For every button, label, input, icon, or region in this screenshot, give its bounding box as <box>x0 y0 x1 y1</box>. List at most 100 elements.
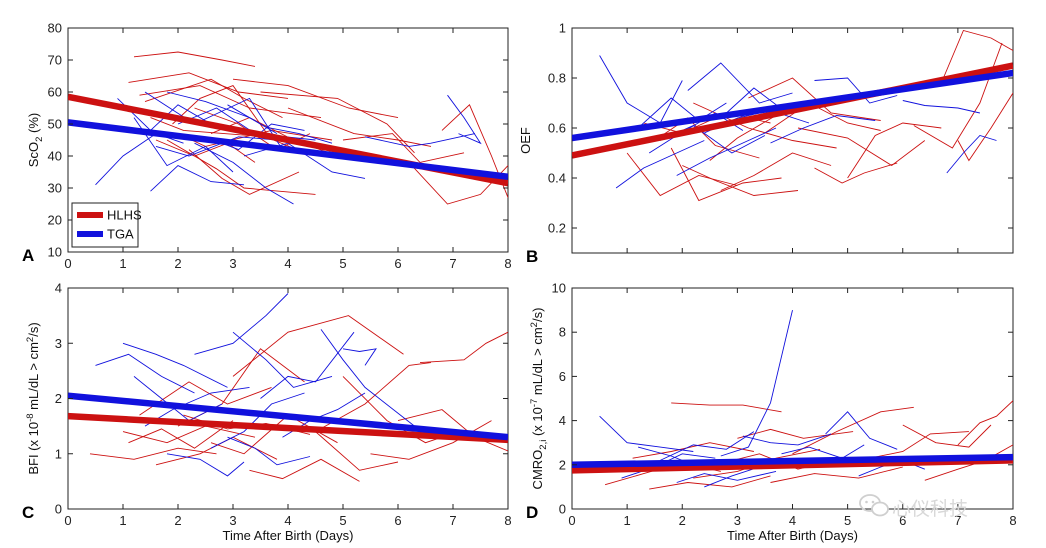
track-hlhs <box>797 127 926 167</box>
y-tick-label: 2 <box>559 457 566 472</box>
track-tga <box>770 115 876 144</box>
track-hlhs <box>315 362 432 432</box>
y-tick-label: 10 <box>48 245 62 260</box>
track-hlhs <box>150 117 305 154</box>
track-hlhs <box>858 431 969 461</box>
legend: HLHS TGA <box>71 202 142 248</box>
track-tga <box>210 392 305 449</box>
y-tick-label: 1 <box>559 21 566 36</box>
track-tga <box>133 117 234 173</box>
track-tga <box>742 433 832 446</box>
x-tick-label: 8 <box>504 256 511 271</box>
x-tick-label: 0 <box>568 513 575 528</box>
x-tick-label: 5 <box>339 513 346 528</box>
track-hlhs <box>940 29 1013 84</box>
track-hlhs <box>847 122 942 179</box>
y-tick-label: 70 <box>48 53 62 68</box>
y-axis-label: BFI (x 10-8 mL/dL > cm2/s) <box>25 322 41 474</box>
track-hlhs <box>232 315 404 377</box>
track-tga <box>781 444 865 459</box>
y-tick-label: 3 <box>55 336 62 351</box>
track-hlhs <box>957 400 1013 446</box>
y-tick-label: 20 <box>48 213 62 228</box>
y-tick-label: 0.2 <box>548 221 566 236</box>
track-hlhs <box>902 424 992 448</box>
data-area <box>68 293 508 482</box>
track-hlhs <box>764 102 881 134</box>
x-tick-label: 2 <box>174 256 181 271</box>
watermark: 心仪科技 <box>859 494 968 520</box>
x-tick-label: 2 <box>174 513 181 528</box>
track-hlhs <box>260 91 415 154</box>
y-tick-label: 0 <box>55 502 62 517</box>
y-tick-label: 2 <box>55 391 62 406</box>
track-hlhs <box>89 447 217 460</box>
x-tick-label: 1 <box>119 256 126 271</box>
x-tick-label: 7 <box>449 256 456 271</box>
track-tga <box>364 133 476 147</box>
legend-label-hlhs: HLHS <box>107 208 142 223</box>
track-tga <box>133 376 223 422</box>
track-hlhs <box>924 444 1013 481</box>
track-tga <box>946 134 997 174</box>
legend-box <box>71 202 139 248</box>
track-tga <box>166 453 245 477</box>
track-tga <box>599 55 683 124</box>
x-tick-label: 0 <box>64 513 71 528</box>
x-tick-label: 6 <box>899 513 906 528</box>
y-tick-label: 4 <box>559 413 566 428</box>
track-tga <box>687 62 793 104</box>
x-tick-label: 5 <box>844 513 851 528</box>
track-tga <box>122 342 228 388</box>
x-tick-label: 8 <box>504 513 511 528</box>
x-tick-label: 4 <box>789 513 796 528</box>
track-tga <box>95 133 184 186</box>
panel-letter: A <box>22 246 34 265</box>
x-tick-label: 3 <box>229 256 236 271</box>
track-tga <box>902 100 980 114</box>
track-tga <box>676 470 777 483</box>
track-hlhs <box>342 133 465 163</box>
track-tga <box>260 331 355 399</box>
track-tga <box>155 136 278 157</box>
y-tick-label: 0.6 <box>548 121 566 136</box>
panel-a: 10 20 30 40 50 60 70 80 0 1 2 3 4 5 6 7 8 ScO2 (%) A HLHS TG… <box>22 21 512 272</box>
data-area <box>572 29 1013 202</box>
track-hlhs <box>144 78 283 119</box>
track-tga <box>194 293 289 355</box>
data-area <box>572 309 1013 490</box>
track-hlhs <box>770 466 903 483</box>
track-tga <box>825 411 898 450</box>
panel-c: 0 1 2 3 4 0 1 2 3 4 5 6 7 8 Time After Birth (Days) BFI… <box>22 281 512 544</box>
panel-letter: C <box>22 503 34 522</box>
track-tga <box>227 436 311 466</box>
track-tga <box>814 77 898 104</box>
y-tick-label: 8 <box>559 325 566 340</box>
x-tick-label: 3 <box>734 513 741 528</box>
y-tick-label: 50 <box>48 117 62 132</box>
x-tick-label: 4 <box>284 513 291 528</box>
track-hlhs <box>419 331 508 364</box>
y-tick-label: 30 <box>48 181 62 196</box>
y-axis-label: OEF <box>518 127 533 154</box>
fit-line-hlhs <box>572 62 1013 159</box>
y-tick-label: 6 <box>559 369 566 384</box>
track-tga <box>95 353 195 394</box>
x-tick-label: 3 <box>229 513 236 528</box>
y-tick-label: 4 <box>55 281 62 296</box>
x-tick-label: 7 <box>449 513 456 528</box>
x-tick-label: 1 <box>119 513 126 528</box>
track-tga <box>320 329 415 427</box>
track-hlhs <box>632 442 754 459</box>
track-hlhs <box>188 149 300 195</box>
track-tga <box>637 97 727 129</box>
legend-label-tga: TGA <box>107 227 134 242</box>
x-axis-label: Time After Birth (Days) <box>223 528 354 543</box>
watermark-text: 心仪科技 <box>892 498 968 520</box>
track-hlhs <box>671 402 782 413</box>
track-hlhs <box>128 72 289 99</box>
track-tga <box>194 142 294 205</box>
y-tick-label: 0 <box>559 502 566 517</box>
y-tick-label: 60 <box>48 85 62 100</box>
panel-letter: B <box>526 247 538 266</box>
